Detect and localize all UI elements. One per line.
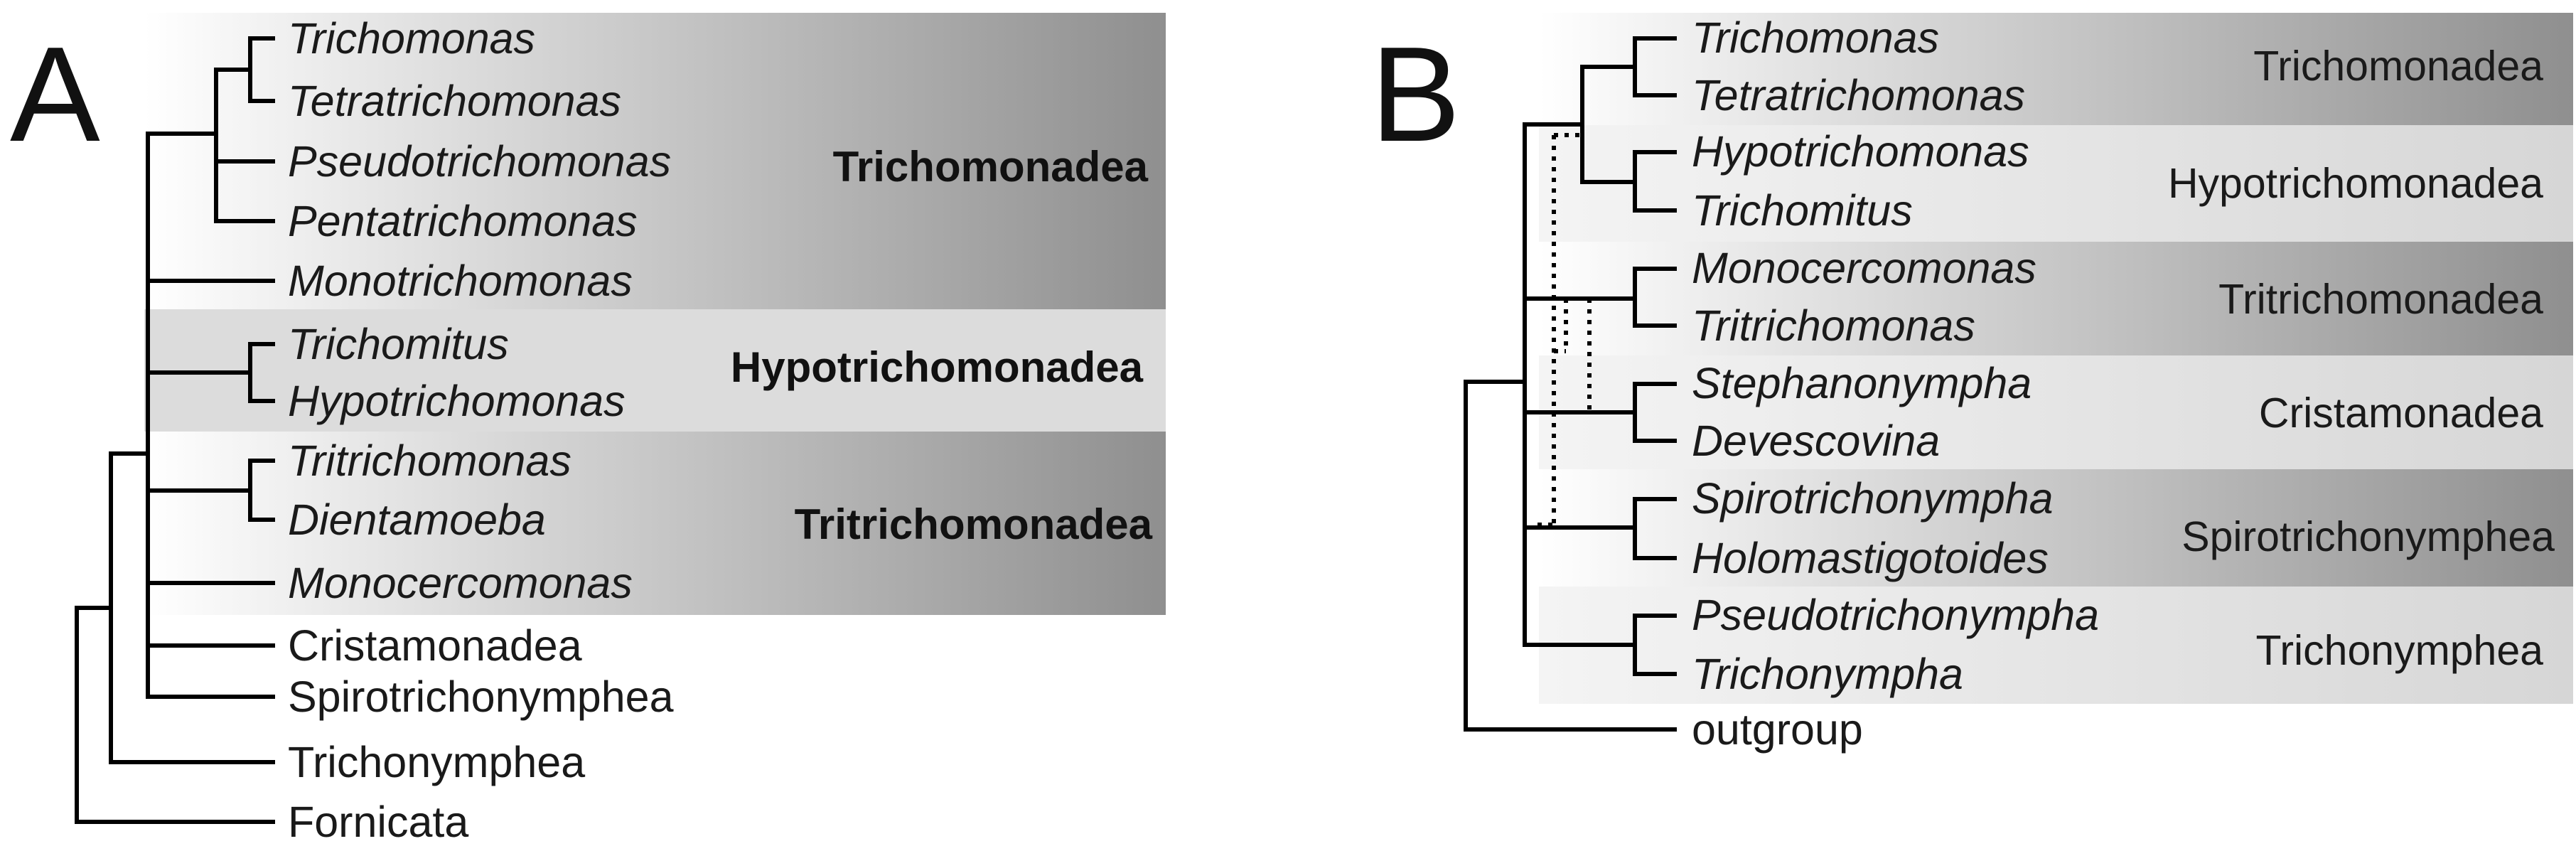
panel-a-letter: A bbox=[10, 19, 100, 170]
leaf-b-spirotrichonympha: Spirotrichonympha bbox=[1692, 474, 2054, 523]
leaf-b-monocercomonas: Monocercomonas bbox=[1692, 244, 2036, 292]
leaf-a-tritrichomonas: Tritrichomonas bbox=[288, 437, 571, 485]
leaf-b-pseudotrichonympha: Pseudotrichonympha bbox=[1692, 591, 2099, 639]
band-b-trichonymphea bbox=[1539, 587, 2573, 704]
band-a-tritrichomonadea bbox=[144, 432, 1166, 615]
leaf-a-spirotrichonymphea: Spirotrichonymphea bbox=[288, 673, 674, 721]
clade-a-hypotrichomonadea-label: Hypotrichomonadea bbox=[731, 343, 1144, 391]
panel-b-letter: B bbox=[1370, 19, 1461, 170]
panel-b: B bbox=[1370, 13, 2573, 754]
panel-a: A Trichomonas Tetratrichomonas Pseudotri bbox=[10, 13, 1166, 846]
leaf-a-dientamoeba: Dientamoeba bbox=[288, 496, 546, 544]
band-b-hypotrichomonadea bbox=[1539, 125, 2573, 242]
leaf-a-trichomitus: Trichomitus bbox=[288, 320, 509, 368]
leaf-b-outgroup: outgroup bbox=[1692, 705, 1863, 754]
clade-b-trichonymphea-label: Trichonymphea bbox=[2256, 627, 2544, 674]
clade-b-spirotrichonymphea-label: Spirotrichonymphea bbox=[2181, 513, 2555, 560]
leaf-b-tetratrichomonas: Tetratrichomonas bbox=[1692, 71, 2025, 119]
clade-b-cristamonadea-label: Cristamonadea bbox=[2259, 390, 2543, 437]
leaf-a-fornicata: Fornicata bbox=[288, 798, 468, 846]
leaf-b-trichonympha: Trichonympha bbox=[1692, 650, 1963, 698]
band-a-trichomonadea bbox=[144, 13, 1166, 309]
band-b-trichomonadea bbox=[1539, 13, 2573, 125]
leaf-a-cristamonadea: Cristamonadea bbox=[288, 621, 582, 670]
leaf-a-trichomonas: Trichomonas bbox=[288, 14, 535, 63]
clade-b-tritrichomonadea-label: Tritrichomonadea bbox=[2218, 276, 2543, 323]
band-b-cristamonadea bbox=[1539, 355, 2573, 469]
leaf-a-pseudotrichomonas: Pseudotrichomonas bbox=[288, 137, 671, 186]
band-a-hypotrichomonadea bbox=[144, 309, 1166, 432]
leaf-a-pentatrichomonas: Pentatrichomonas bbox=[288, 197, 638, 245]
tree-a-branches bbox=[75, 36, 275, 824]
tree-b-branches bbox=[1464, 36, 1677, 732]
clade-a-trichomonadea-label: Trichomonadea bbox=[833, 143, 1149, 191]
leaf-b-holomastigotoides: Holomastigotoides bbox=[1692, 534, 2049, 582]
band-b-spirotrichonymphea bbox=[1539, 469, 2573, 587]
leaf-b-hypotrichomonas: Hypotrichomonas bbox=[1692, 127, 2029, 176]
band-b-tritrichomonadea bbox=[1539, 242, 2573, 355]
clade-b-hypotrichomonadea-label: Hypotrichomonadea bbox=[2168, 160, 2543, 207]
leaf-a-hypotrichomonas: Hypotrichomonas bbox=[288, 377, 626, 425]
leaf-b-stephanonympha: Stephanonympha bbox=[1692, 359, 2032, 407]
leaf-b-tritrichomonas: Tritrichomonas bbox=[1692, 301, 1975, 350]
leaf-a-monotrichomonas: Monotrichomonas bbox=[288, 257, 633, 305]
clade-b-trichomonadea-label: Trichomonadea bbox=[2253, 43, 2543, 90]
tree-b-alternative-dotted bbox=[1537, 133, 1592, 527]
leaf-a-monocercomonas: Monocercomonas bbox=[288, 559, 633, 607]
leaf-b-trichomitus: Trichomitus bbox=[1692, 186, 1913, 235]
leaf-b-trichomonas: Trichomonas bbox=[1692, 14, 1939, 62]
leaf-b-devescovina: Devescovina bbox=[1692, 417, 1940, 465]
leaf-a-trichonymphea: Trichonymphea bbox=[288, 738, 585, 786]
clade-a-tritrichomonadea-label: Tritrichomonadea bbox=[795, 501, 1153, 548]
leaf-a-tetratrichomonas: Tetratrichomonas bbox=[288, 77, 621, 125]
